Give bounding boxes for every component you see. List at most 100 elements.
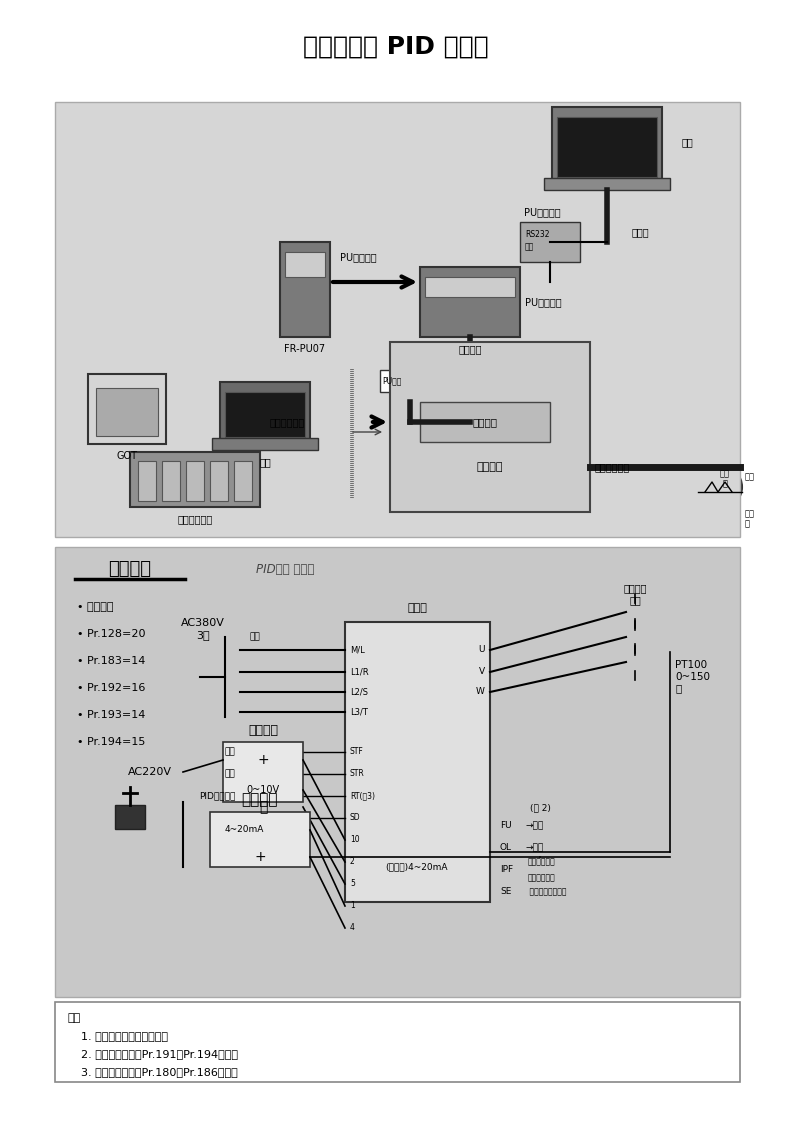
- Text: 通讯处理: 通讯处理: [473, 417, 497, 427]
- Text: 外部端子: 外部端子: [477, 462, 504, 472]
- Text: • 温控调稿: • 温控调稿: [77, 603, 113, 611]
- Text: (反馈量)4~20mA: (反馈量)4~20mA: [385, 863, 448, 872]
- Circle shape: [472, 309, 488, 325]
- Text: 1. 按传感器规格选择电源。: 1. 按传感器规格选择电源。: [67, 1031, 168, 1041]
- Text: W: W: [476, 688, 485, 697]
- Text: 4: 4: [350, 923, 355, 932]
- Text: 接线例子: 接线例子: [109, 560, 151, 578]
- Text: 温度设定: 温度设定: [248, 724, 278, 736]
- Bar: [223, 742, 303, 802]
- Text: 电脑: 电脑: [259, 457, 271, 467]
- Text: 接口: 接口: [525, 242, 534, 251]
- Text: 0~10V: 0~10V: [247, 785, 280, 795]
- Bar: [88, 374, 166, 444]
- Circle shape: [286, 300, 292, 304]
- Text: →上限: →上限: [525, 821, 543, 830]
- Circle shape: [286, 284, 292, 288]
- Text: 外部运行模式: 外部运行模式: [595, 462, 630, 472]
- Circle shape: [313, 300, 319, 304]
- Bar: [552, 107, 662, 182]
- Text: 发热元件
灯炮: 发热元件 灯炮: [623, 583, 647, 605]
- Circle shape: [286, 292, 292, 296]
- Circle shape: [452, 309, 468, 325]
- Circle shape: [379, 813, 387, 822]
- Text: 变频器: 变频器: [407, 603, 427, 613]
- Text: 可编程控制器: 可编程控制器: [178, 514, 213, 524]
- Circle shape: [296, 284, 301, 288]
- Circle shape: [378, 687, 388, 697]
- Circle shape: [305, 292, 309, 296]
- Text: (注 2): (注 2): [530, 803, 551, 812]
- Text: 2: 2: [350, 857, 354, 866]
- Text: 三菱变频器 PID 控制图: 三菱变频器 PID 控制图: [303, 35, 488, 59]
- Circle shape: [379, 748, 387, 756]
- Bar: [55, 1002, 740, 1082]
- Text: RT(注3): RT(注3): [350, 791, 375, 800]
- Text: 电动
机: 电动 机: [745, 509, 755, 528]
- Text: 温度显示: 温度显示: [242, 792, 278, 808]
- Circle shape: [432, 309, 448, 325]
- Bar: [390, 342, 590, 512]
- Text: M/L: M/L: [350, 645, 365, 654]
- Text: （正转输出）: （正转输出）: [528, 857, 556, 866]
- Text: －: －: [259, 800, 267, 813]
- Text: 1: 1: [350, 901, 354, 910]
- Text: STF: STF: [350, 747, 364, 756]
- Text: 3. 输入信号端子由Pr.180～Pr.186设定。: 3. 输入信号端子由Pr.180～Pr.186设定。: [67, 1067, 238, 1077]
- Text: V: V: [479, 668, 485, 677]
- Text: 2. 输出信号端子由Pr.191～Pr.194设定。: 2. 输出信号端子由Pr.191～Pr.194设定。: [67, 1049, 238, 1059]
- Text: FU: FU: [500, 821, 511, 830]
- Text: 操作面板: 操作面板: [458, 344, 482, 355]
- Circle shape: [450, 666, 460, 677]
- Circle shape: [378, 666, 388, 677]
- Text: （反转输出）: （反转输出）: [528, 874, 556, 883]
- Text: U: U: [478, 645, 485, 654]
- Bar: [345, 622, 490, 902]
- Circle shape: [450, 645, 460, 655]
- Circle shape: [313, 292, 319, 296]
- Text: PID控制 接线图: PID控制 接线图: [256, 562, 314, 576]
- Bar: [220, 381, 310, 442]
- Text: 输出信号公共端子: 输出信号公共端子: [520, 888, 566, 896]
- Text: 4~20mA: 4~20mA: [225, 826, 264, 835]
- Circle shape: [378, 645, 388, 655]
- Circle shape: [379, 770, 387, 778]
- Circle shape: [379, 902, 387, 910]
- Text: 5: 5: [350, 880, 355, 889]
- Text: 10: 10: [350, 836, 359, 845]
- Circle shape: [379, 858, 387, 866]
- Circle shape: [296, 292, 301, 296]
- Circle shape: [379, 925, 387, 932]
- Circle shape: [305, 284, 309, 288]
- Bar: [420, 402, 550, 442]
- Text: IPF: IPF: [500, 865, 513, 874]
- Text: 网络运行模式: 网络运行模式: [270, 417, 305, 427]
- Text: AC380V
3相: AC380V 3相: [181, 618, 225, 640]
- Bar: [280, 242, 330, 337]
- Text: →下限: →下限: [525, 844, 543, 853]
- Text: 电动
机: 电动 机: [720, 469, 730, 489]
- Circle shape: [379, 836, 387, 844]
- Text: SE: SE: [500, 888, 511, 896]
- Text: L1/R: L1/R: [350, 668, 369, 677]
- Circle shape: [313, 284, 319, 288]
- Bar: [520, 222, 580, 263]
- Circle shape: [379, 792, 387, 800]
- Text: • Pr.183=14: • Pr.183=14: [77, 656, 145, 666]
- Bar: [210, 461, 228, 502]
- Bar: [225, 392, 305, 436]
- Bar: [115, 804, 145, 829]
- Text: 逆转: 逆转: [224, 770, 235, 779]
- Bar: [55, 548, 740, 997]
- Text: PU运行模式: PU运行模式: [523, 206, 561, 217]
- Text: FR-PU07: FR-PU07: [285, 344, 326, 355]
- Text: PU运行模式: PU运行模式: [525, 297, 561, 307]
- Text: +: +: [255, 850, 266, 864]
- Text: • Pr.192=16: • Pr.192=16: [77, 683, 145, 693]
- Bar: [380, 370, 412, 392]
- Text: PU运行模式: PU运行模式: [340, 252, 377, 263]
- Text: GOT: GOT: [117, 451, 137, 461]
- Bar: [420, 267, 520, 337]
- Text: • Pr.194=15: • Pr.194=15: [77, 737, 145, 747]
- Bar: [162, 461, 180, 502]
